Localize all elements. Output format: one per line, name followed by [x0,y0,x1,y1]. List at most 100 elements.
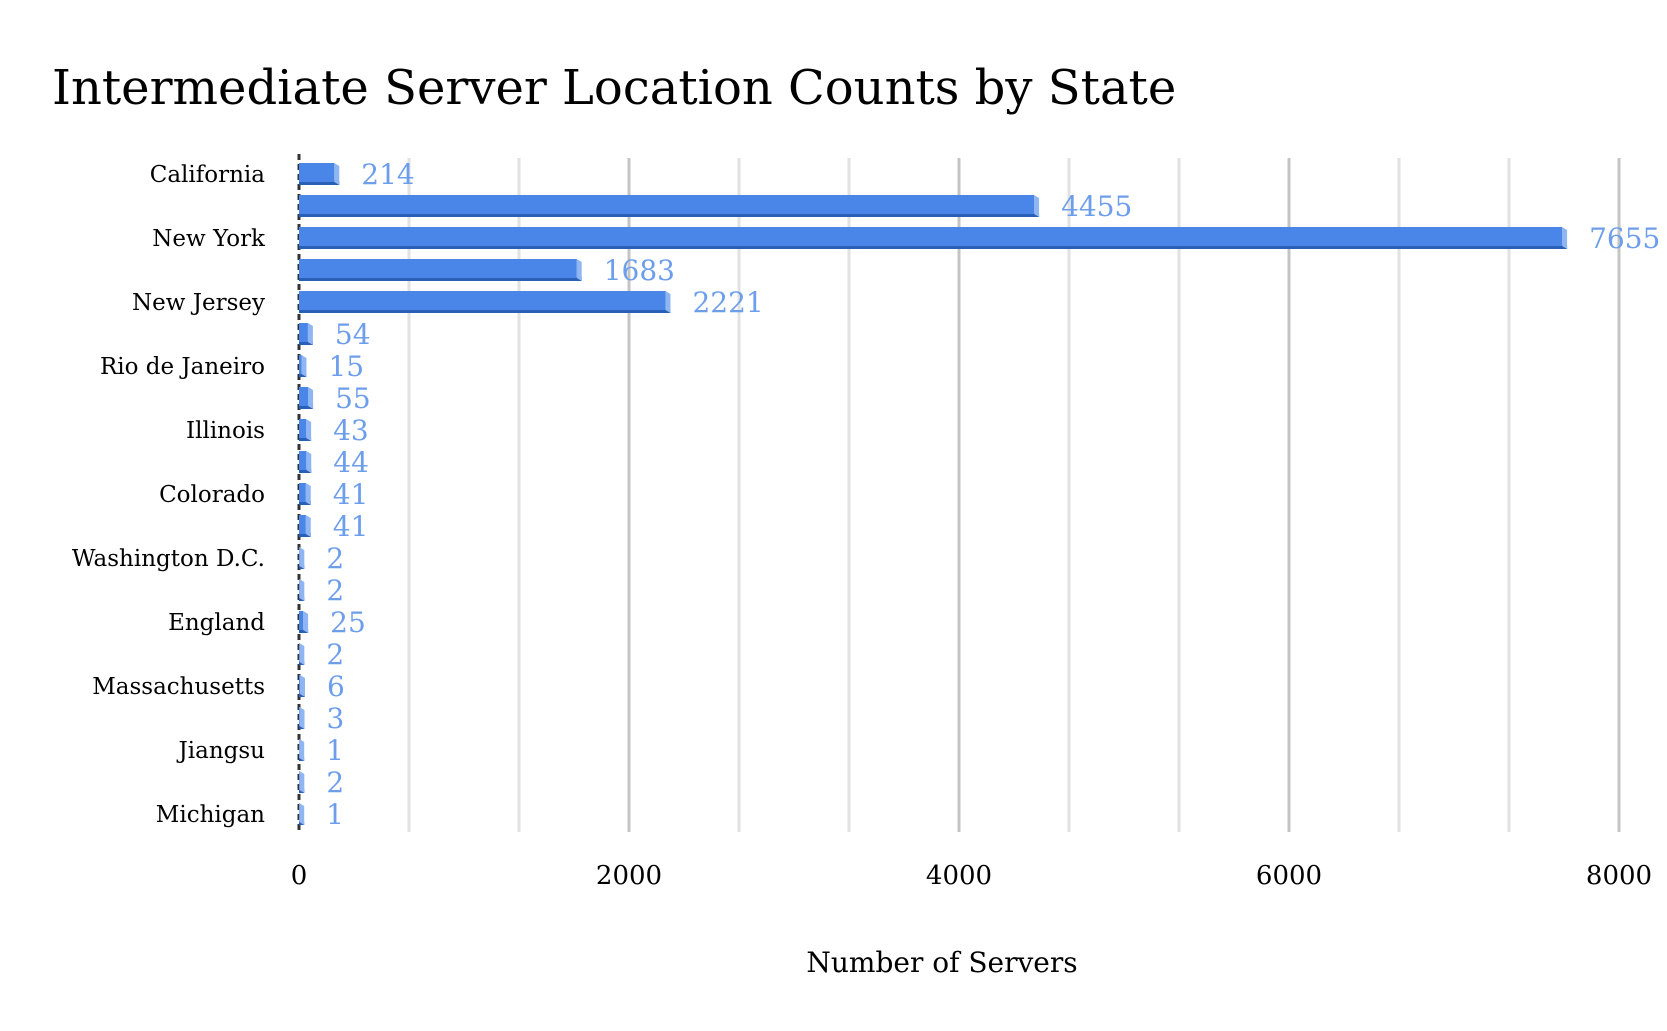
bar [299,579,305,601]
bar [299,803,305,825]
bar-cap [1034,195,1040,217]
data-label: 2 [326,638,344,671]
category-label: Rio de Janeiro [100,354,265,380]
category-label: Michigan [156,802,265,828]
bar-face [299,291,666,310]
bar-face [299,611,304,630]
category-label: California [150,162,266,188]
data-label: 214 [361,158,414,191]
category-labels: California New York New Jersey Rio de Janei… [72,162,266,828]
bar-face [299,451,307,470]
data-label: 1683 [604,254,675,287]
bar-shadow [299,213,1040,217]
bar-face [299,227,1563,246]
category-label: New Jersey [132,290,265,316]
bar-shadow [299,501,311,505]
bar-cap [308,387,314,409]
bar-cap [334,163,340,185]
bar-cap [301,355,307,377]
x-tick-label: 6000 [1256,861,1322,891]
x-tick-labels: 0 2000 4000 6000 8000 [291,861,1652,891]
bar-face [299,515,306,534]
bar [299,515,311,537]
bar-cap [299,739,305,761]
bar-cap [299,675,305,697]
bar [299,611,309,633]
bar-face [299,419,307,438]
bar-shadow [299,533,311,537]
data-label: 4455 [1061,190,1132,223]
category-label: Washington D.C. [72,546,265,572]
data-label: 1 [326,734,344,767]
data-label: 25 [330,606,366,639]
bar [299,419,312,441]
bar-shadow [299,629,309,633]
bar [299,195,1040,217]
bar-cap [305,483,311,505]
bar-shadow [299,469,312,473]
bar [299,291,671,313]
data-label: 41 [333,478,369,511]
bar-shadow [299,181,340,185]
bar-cap [299,579,305,601]
bar [299,547,305,569]
bar-cap [307,323,313,345]
bar [299,451,312,473]
data-label: 55 [335,382,371,415]
data-label: 2 [326,766,344,799]
bar-cap [299,643,305,665]
x-tick-label: 8000 [1586,861,1652,891]
bar-shadow [299,341,313,345]
bar [299,675,305,697]
gridlines [297,154,1621,832]
data-label: 2221 [692,286,763,319]
bar-face [299,483,306,502]
bar-shadow [299,309,671,313]
bar [299,355,307,377]
chart-title: Intermediate Server Location Counts by S… [52,60,1176,116]
bar [299,707,305,729]
bar-cap [1562,227,1568,249]
bar-cap [665,291,671,313]
bar-cap [306,419,312,441]
bar-cap [576,259,582,281]
data-labels: 2144455765516832221541555434441412225263… [326,158,1660,831]
bar-shadow [299,245,1568,249]
category-label: Illinois [186,418,265,444]
x-tick-label: 2000 [596,861,662,891]
x-tick-label: 0 [291,861,308,891]
x-tick-label: 4000 [926,861,992,891]
bar [299,259,582,281]
bar-cap [305,515,311,537]
category-label: Jiangsu [177,738,265,764]
bar-cap [299,547,305,569]
category-label: England [168,610,265,636]
data-label: 54 [335,318,371,351]
bar-face [299,355,302,374]
data-label: 2 [326,542,344,575]
bar [299,323,313,345]
data-label: 2 [326,574,344,607]
bar-face [299,163,335,182]
data-label: 1 [326,798,344,831]
bar-face [299,195,1035,214]
bar [299,771,305,793]
bar-shadow [299,405,314,409]
data-label: 3 [326,702,344,735]
bar-cap [306,451,312,473]
x-axis-title: Number of Servers [806,946,1077,979]
bar [299,483,311,505]
bar-cap [299,707,305,729]
bar [299,643,305,665]
bar-face [299,387,309,406]
category-label: New York [152,226,266,252]
bar-cap [303,611,309,633]
bar-face [299,323,308,342]
bar-shadow [299,437,312,441]
bar-shadow [299,277,582,281]
bar-cap [299,771,305,793]
bar-face [299,259,577,278]
bar-cap [299,803,305,825]
